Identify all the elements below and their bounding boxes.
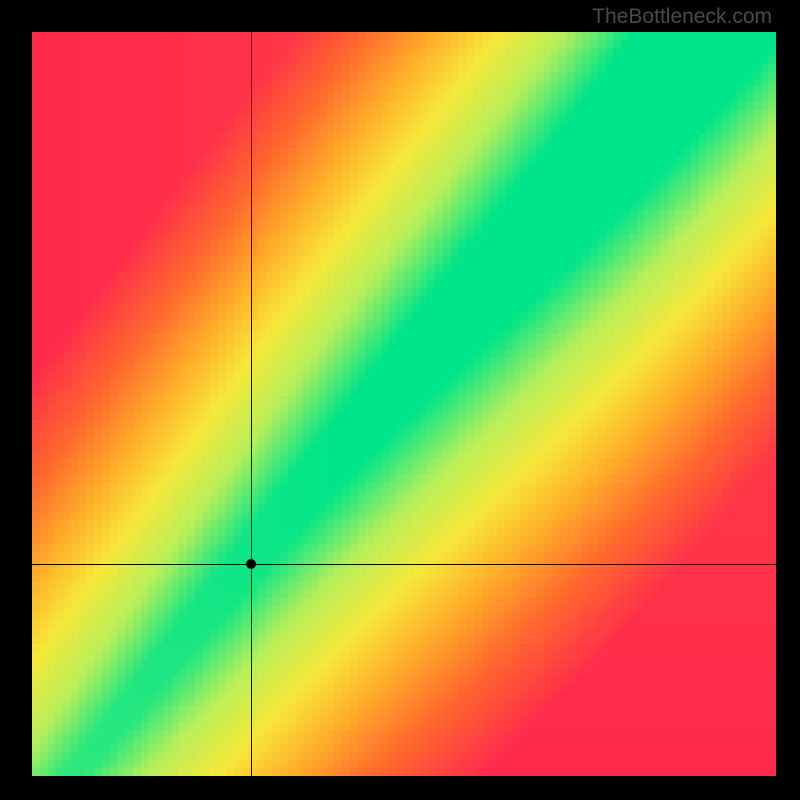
plot-area xyxy=(32,32,776,776)
bottleneck-marker xyxy=(246,559,256,569)
crosshair-vertical xyxy=(251,32,252,776)
outer-frame: TheBottleneck.com xyxy=(0,0,800,800)
watermark: TheBottleneck.com xyxy=(592,5,772,29)
heatmap-canvas xyxy=(32,32,776,776)
crosshair-horizontal xyxy=(32,564,776,565)
